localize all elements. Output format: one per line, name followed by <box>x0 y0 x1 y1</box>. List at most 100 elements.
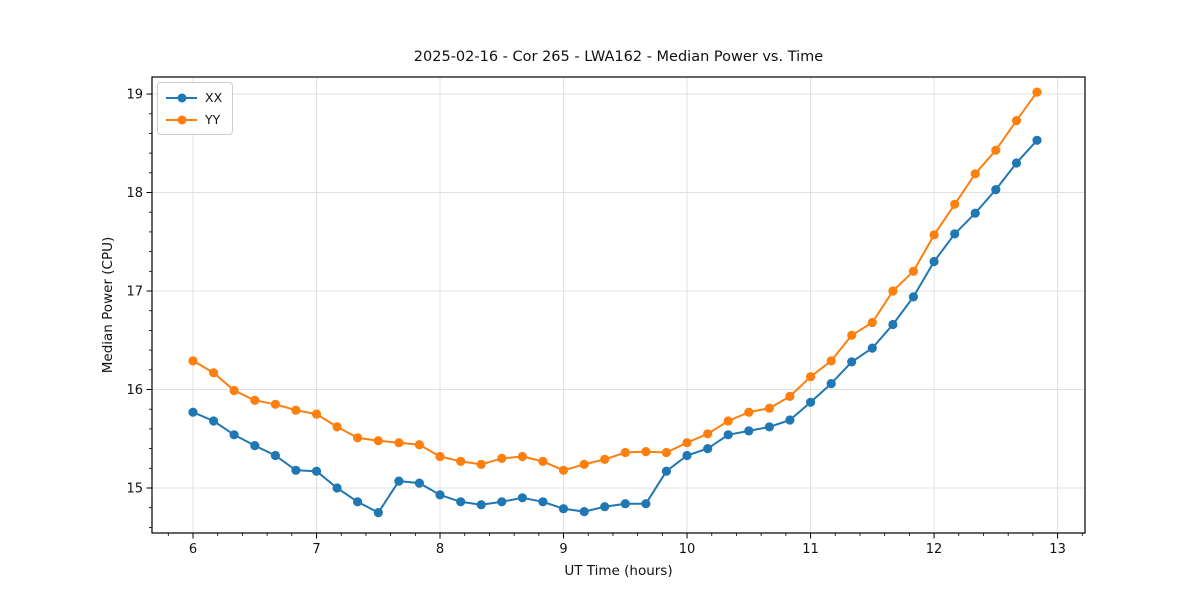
data-point-xx <box>744 426 754 436</box>
data-point-xx <box>538 497 548 507</box>
y-tick-label: 16 <box>126 383 143 398</box>
data-point-yy <box>270 399 280 409</box>
data-point-yy <box>908 266 919 276</box>
x-tick-label: 11 <box>802 542 819 557</box>
data-point-xx <box>888 319 898 330</box>
data-point-yy <box>1011 116 1022 126</box>
data-point-yy <box>661 447 672 458</box>
data-point-yy <box>188 356 198 366</box>
data-point-yy <box>620 447 630 458</box>
y-axis-label: Median Power (CPU) <box>100 236 116 374</box>
data-point-yy <box>538 456 548 466</box>
chart-title: 2025-02-16 - Cor 265 - LWA162 - Median P… <box>413 49 824 65</box>
data-point-yy <box>950 199 960 209</box>
data-point-yy <box>703 429 713 439</box>
data-point-yy <box>806 372 816 382</box>
data-point-xx <box>661 466 672 476</box>
data-point-yy <box>579 459 589 469</box>
y-tick-label: 17 <box>126 285 143 300</box>
legend-yy-label: YY <box>205 111 221 127</box>
x-tick-label: 9 <box>559 542 567 557</box>
data-point-yy <box>826 356 836 366</box>
data-point-yy <box>209 368 219 378</box>
data-point-xx <box>970 208 980 218</box>
legend-xx-label: XX <box>205 89 223 105</box>
data-point-xx <box>209 416 219 426</box>
x-tick-label: 6 <box>189 542 197 557</box>
data-point-yy <box>1032 87 1042 97</box>
data-point-xx <box>435 490 445 500</box>
data-point-yy <box>394 438 404 448</box>
data-point-xx <box>806 397 816 407</box>
x-tick-label: 7 <box>312 542 320 557</box>
data-point-xx <box>311 466 322 476</box>
data-point-xx <box>826 379 836 389</box>
data-point-yy <box>517 451 528 462</box>
data-point-xx <box>332 483 342 493</box>
data-point-yy <box>311 409 322 419</box>
axes-frame <box>151 76 1086 534</box>
data-point-xx <box>291 465 301 475</box>
data-point-xx <box>517 493 528 503</box>
data-point-yy <box>600 454 610 464</box>
data-point-xx <box>991 185 1001 195</box>
data-point-yy <box>414 440 424 450</box>
data-point-yy <box>785 391 795 401</box>
x-tick-label: 8 <box>436 542 444 557</box>
data-point-xx <box>950 229 960 239</box>
data-point-yy <box>250 395 260 405</box>
data-point-yy <box>291 405 301 415</box>
data-point-xx <box>373 507 383 518</box>
data-point-xx <box>229 430 239 440</box>
data-point-yy <box>497 453 507 463</box>
data-point-xx <box>620 499 630 509</box>
data-point-xx <box>867 343 877 353</box>
data-point-xx <box>641 499 651 509</box>
x-tick-label: 13 <box>1049 542 1066 557</box>
legend-xx-marker-dot <box>177 93 186 103</box>
data-point-xx <box>497 497 507 507</box>
data-point-yy <box>764 403 775 413</box>
data-point-xx <box>764 422 775 432</box>
data-point-yy <box>970 169 980 179</box>
data-point-yy <box>332 422 342 432</box>
legend-xx-line-swatch <box>166 93 197 103</box>
data-point-yy <box>558 465 569 475</box>
data-point-yy <box>229 385 239 396</box>
data-point-yy <box>723 416 733 426</box>
data-point-xx <box>682 450 692 461</box>
data-point-xx <box>703 444 713 454</box>
data-point-xx <box>723 430 733 440</box>
legend-item-xx: XX <box>166 89 222 107</box>
data-point-xx <box>579 507 589 517</box>
data-point-yy <box>888 286 898 296</box>
data-point-xx <box>394 476 404 486</box>
data-point-xx <box>558 504 569 514</box>
legend-item-yy: YY <box>166 111 222 129</box>
data-point-xx <box>414 478 424 488</box>
data-point-yy <box>991 145 1001 155</box>
data-point-xx <box>456 497 466 507</box>
y-tick-label: 18 <box>126 186 143 201</box>
data-point-xx <box>600 502 610 512</box>
data-point-yy <box>682 438 692 448</box>
data-point-yy <box>353 433 363 443</box>
data-point-xx <box>847 357 857 367</box>
data-point-xx <box>476 500 486 510</box>
data-point-yy <box>435 451 445 462</box>
data-point-yy <box>373 436 383 446</box>
data-point-xx <box>785 415 795 425</box>
legend-yy-line-swatch <box>166 115 197 125</box>
data-point-xx <box>929 256 939 267</box>
x-tick-label: 12 <box>926 542 943 557</box>
data-point-yy <box>476 459 486 469</box>
y-tick-label: 19 <box>126 88 143 103</box>
data-point-yy <box>867 317 877 328</box>
data-point-xx <box>1032 135 1042 145</box>
data-point-xx <box>353 497 363 507</box>
legend-yy-marker-dot <box>177 115 186 125</box>
x-axis-label: UT Time (hours) <box>564 563 673 579</box>
data-point-xx <box>1011 158 1022 168</box>
